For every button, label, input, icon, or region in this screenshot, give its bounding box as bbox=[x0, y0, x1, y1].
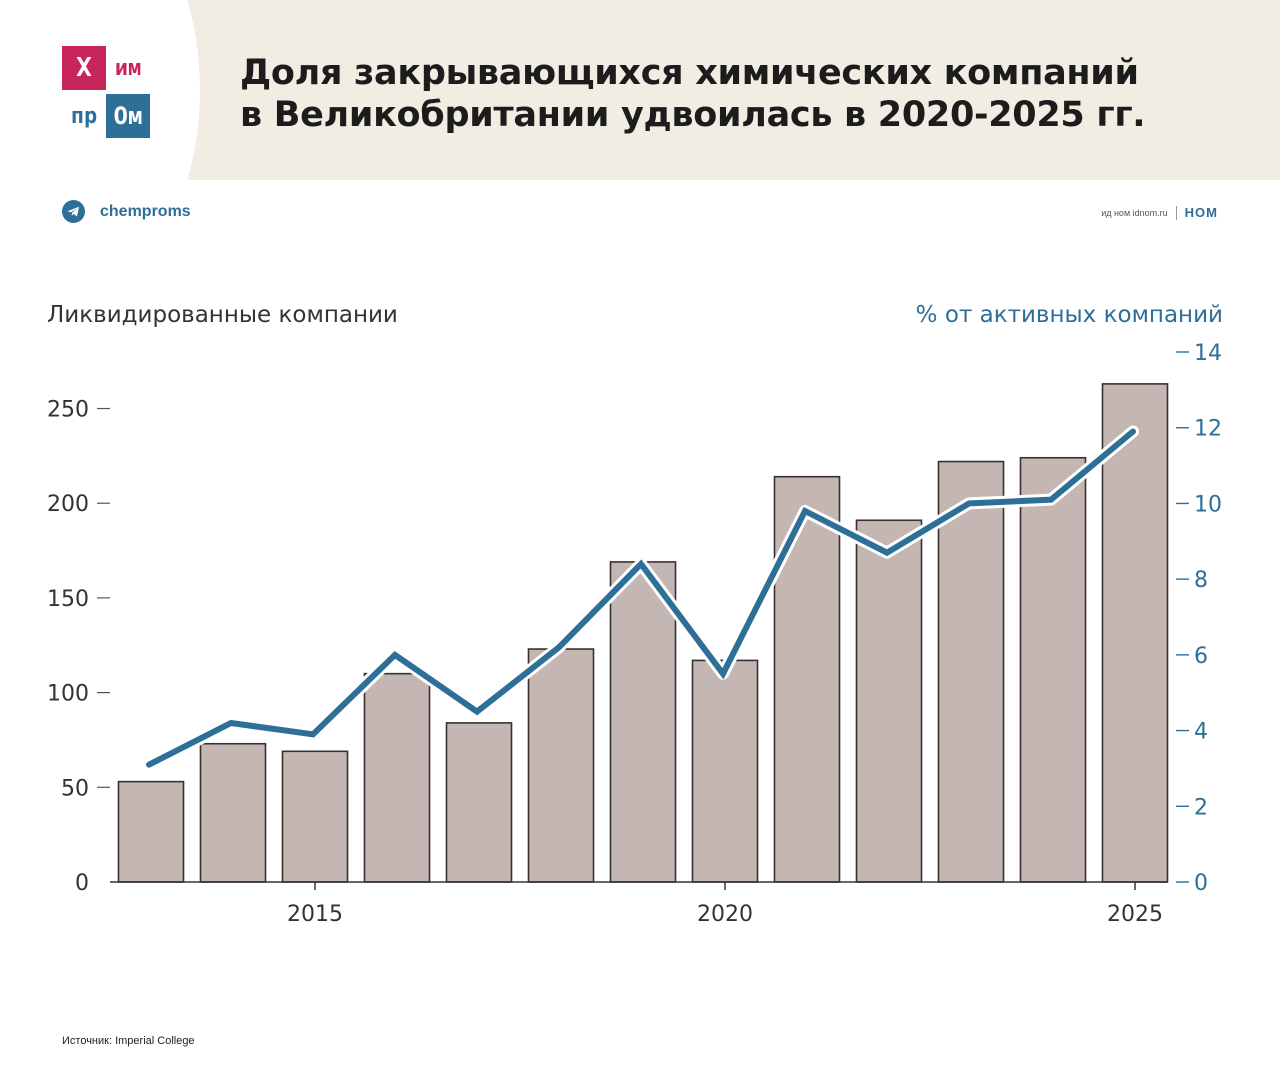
logo-cell-3: пр bbox=[70, 103, 98, 129]
bar-series bbox=[117, 383, 1169, 883]
y-right-tick-label-14: 14 bbox=[1194, 341, 1222, 366]
line-series bbox=[143, 425, 1139, 771]
y-left-tick-label-0: 0 bbox=[75, 871, 89, 896]
y-right-tick-label-6: 6 bbox=[1194, 644, 1208, 669]
bar-2013 bbox=[117, 780, 185, 883]
right-axis-label: % от активных компаний bbox=[916, 302, 1223, 328]
bar-2021 bbox=[773, 475, 841, 883]
publisher-credit: ид ном idnom.ru НОМ bbox=[1101, 205, 1218, 220]
telegram-link[interactable]: chemproms bbox=[62, 200, 191, 223]
bar-2017 bbox=[445, 722, 513, 883]
y-left-tick-label-150: 150 bbox=[47, 587, 89, 612]
y-left-tick-label-50: 50 bbox=[61, 776, 89, 801]
page-title: Доля закрывающихся химических компаний в… bbox=[240, 52, 1240, 136]
x-tick-label-2025: 2025 bbox=[1107, 902, 1163, 927]
bar-2018 bbox=[527, 648, 595, 883]
y-left-tick-label-200: 200 bbox=[47, 492, 89, 517]
axes: 2015 2020 2025 0 50 100 150 200 250 0 2 4 6 8 10 12 14 bbox=[47, 341, 1222, 927]
bar-2015 bbox=[281, 750, 349, 883]
header-decor-arc bbox=[0, 0, 200, 180]
title-line-2: в Великобритании удвоилась в 2020-2025 г… bbox=[240, 95, 1146, 135]
publisher-url: ид ном idnom.ru bbox=[1101, 207, 1168, 218]
publisher-logo: НОМ bbox=[1184, 205, 1218, 220]
logo-cell-2: им bbox=[114, 55, 142, 81]
logo-cell-4: Ом bbox=[106, 94, 150, 138]
publisher-divider bbox=[1175, 205, 1177, 220]
bar-2022 bbox=[855, 519, 923, 883]
header-banner: Х им пр Ом Доля закрывающихся химических… bbox=[0, 0, 1280, 180]
left-axis-label: Ликвидированные компании bbox=[47, 302, 398, 328]
bar-2020 bbox=[691, 659, 759, 883]
y-right-tick-label-2: 2 bbox=[1194, 795, 1208, 820]
x-tick-label-2015: 2015 bbox=[287, 902, 343, 927]
y-right-tick-label-12: 12 bbox=[1194, 417, 1222, 442]
source-note: Источник: Imperial College bbox=[62, 1035, 195, 1047]
y-left-tick-label-250: 250 bbox=[47, 398, 89, 423]
bar-2016 bbox=[363, 672, 431, 883]
title-line-1: Доля закрывающихся химических компаний bbox=[240, 53, 1139, 93]
y-left-tick-label-100: 100 bbox=[47, 682, 89, 707]
y-right-tick-label-4: 4 bbox=[1194, 720, 1208, 745]
bar-2023 bbox=[937, 460, 1005, 883]
y-right-tick-label-8: 8 bbox=[1194, 568, 1208, 593]
bar-2024 bbox=[1019, 456, 1087, 883]
x-tick-label-2020: 2020 bbox=[697, 902, 753, 927]
telegram-icon bbox=[62, 200, 85, 223]
y-right-tick-label-0: 0 bbox=[1194, 871, 1208, 896]
telegram-label: chemproms bbox=[100, 202, 191, 220]
logo-cell-1: Х bbox=[62, 46, 106, 90]
y-right-tick-label-10: 10 bbox=[1194, 492, 1222, 517]
bar-2014 bbox=[199, 742, 267, 883]
khimprom-logo: Х им пр Ом bbox=[62, 46, 154, 138]
bar-2019 bbox=[609, 561, 677, 883]
bar-2025 bbox=[1101, 383, 1169, 883]
